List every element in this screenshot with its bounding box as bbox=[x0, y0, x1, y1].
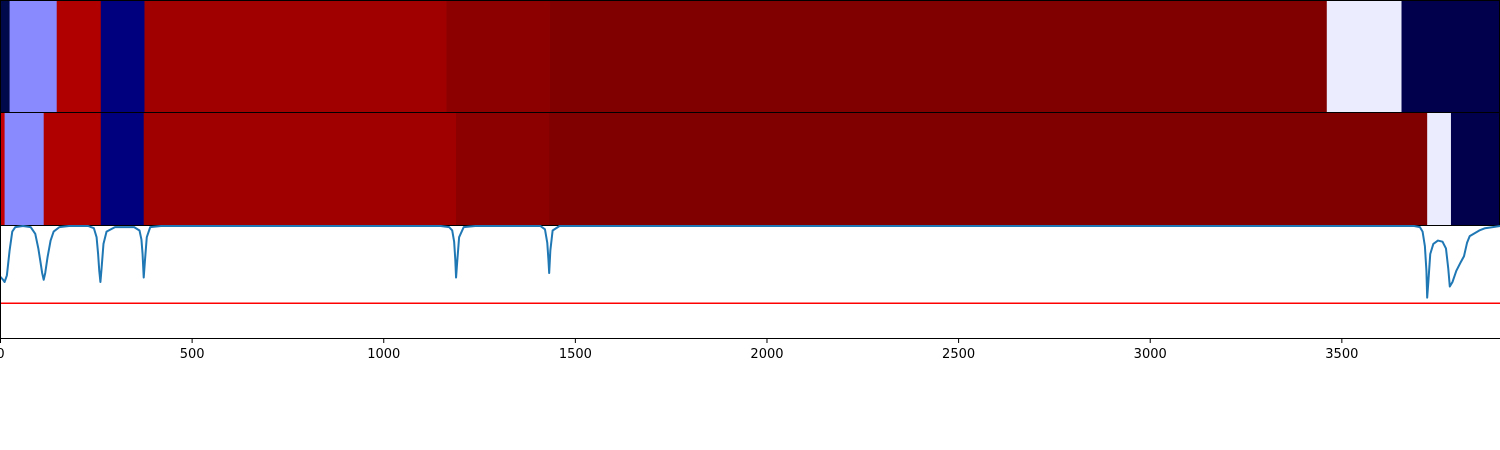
top-band-segment-3 bbox=[100, 1, 146, 112]
middle-band-segment-3 bbox=[100, 113, 145, 225]
x-axis: 0 500 1000 1500 2000 2500 3000 3500 bbox=[0, 338, 1358, 362]
top-band-segment-7 bbox=[1326, 1, 1403, 112]
middle-heatmap-band bbox=[0, 113, 1500, 225]
middle-band-segment-6 bbox=[549, 113, 1428, 225]
middle-band-segment-2 bbox=[43, 113, 102, 225]
x-tick-label-4: 2000 bbox=[750, 347, 783, 362]
series-line-0 bbox=[0, 225, 1500, 299]
top-band-segment-5 bbox=[446, 1, 551, 112]
x-tick-label-6: 3000 bbox=[1134, 347, 1167, 362]
top-band-segment-0 bbox=[0, 1, 11, 112]
top-band-segment-2 bbox=[56, 1, 102, 112]
x-tick-label-1: 500 bbox=[180, 347, 205, 362]
top-band-segment-1 bbox=[9, 1, 58, 112]
x-tick-label-0: 0 bbox=[0, 347, 5, 362]
x-tick-label-5: 2500 bbox=[942, 347, 975, 362]
top-band-segment-4 bbox=[144, 1, 448, 112]
top-heatmap-band bbox=[0, 1, 1500, 112]
middle-band-segment-5 bbox=[456, 113, 550, 225]
line-plot-area bbox=[0, 225, 1500, 305]
middle-band-segment-0 bbox=[0, 113, 6, 225]
top-band-segment-6 bbox=[549, 1, 1328, 112]
x-tick-label-3: 1500 bbox=[559, 347, 592, 362]
x-tick-label-2: 1000 bbox=[367, 347, 400, 362]
x-tick-label-7: 3500 bbox=[1325, 347, 1358, 362]
middle-band-segment-8 bbox=[1450, 113, 1500, 225]
middle-band-segment-7 bbox=[1427, 113, 1452, 225]
middle-band-segment-1 bbox=[4, 113, 45, 225]
top-band-segment-8 bbox=[1401, 1, 1500, 112]
middle-band-segment-4 bbox=[143, 113, 457, 225]
